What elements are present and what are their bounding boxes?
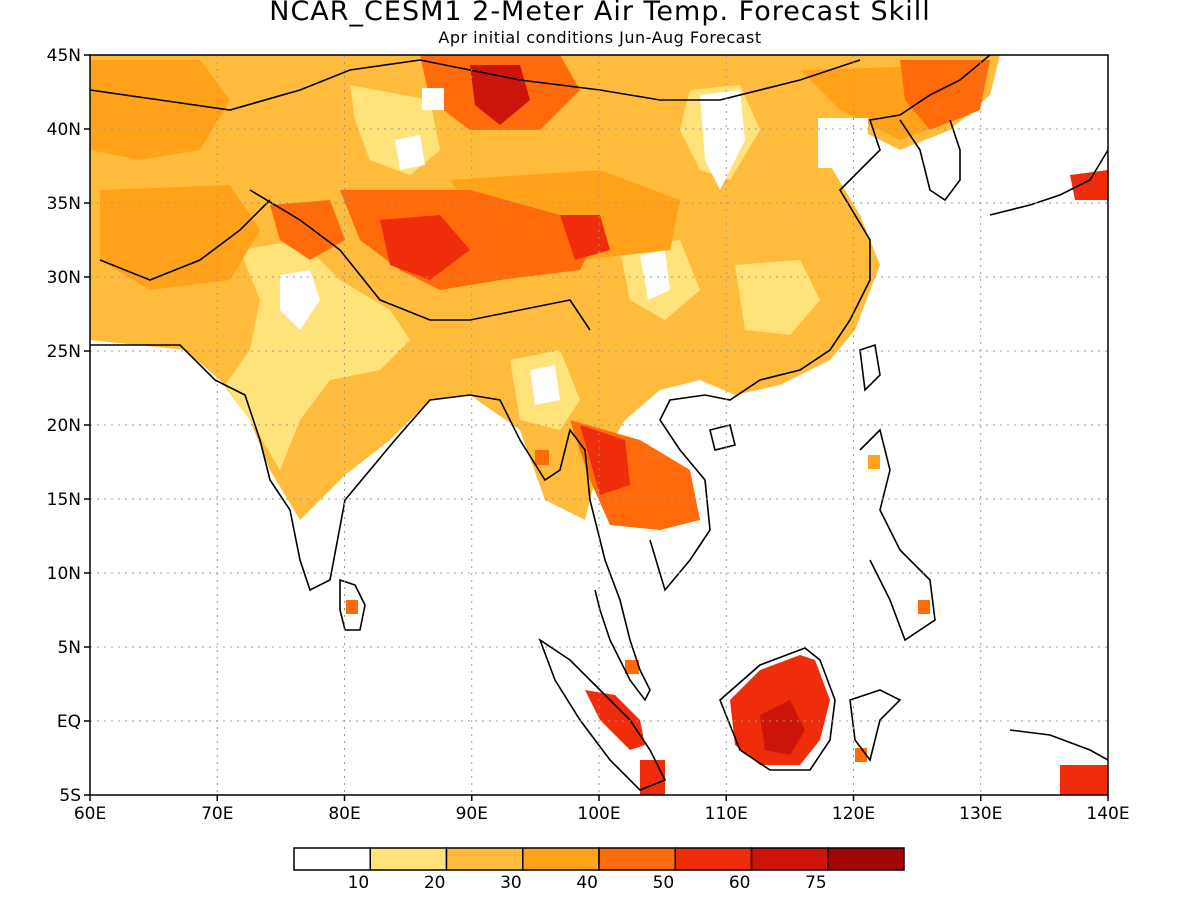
coast-asia-south [90,344,651,702]
skill-blank-north [422,88,444,110]
colorbar-swatch [827,847,905,871]
coast-philippines [859,428,936,642]
colorbar-label: 50 [653,873,675,893]
gridlines [90,55,1108,795]
skill-region-andaman [535,450,549,465]
colorbar-label: 30 [500,873,522,893]
lon-tick-label: 60E [74,804,106,824]
colorbar-swatch [293,847,371,871]
colorbar-label: 75 [805,873,827,893]
colorbar-label: 40 [576,873,598,893]
lat-tick-label: 10N [47,564,81,584]
skill-region-low-1 [225,240,410,470]
lat-tick-label: 40N [47,120,81,140]
lon-tick-label: 70E [201,804,233,824]
axis-ticks: 60E 70E 80E 90E 100E 110E 120E 130E 140E 45N 40N 35… [47,46,1130,824]
coast-taiwan [859,343,881,392]
skill-blank-korea [818,118,868,168]
skill-region-borneo-core [760,700,805,755]
coast-sumatra [538,637,667,791]
colorbar-swatch [598,847,676,871]
lon-tick-label: 140E [1086,804,1129,824]
lon-tick-label: 80E [328,804,360,824]
skill-region-core-2 [470,65,530,125]
skill-region-none-1 [280,270,320,330]
lat-tick-label: 35N [47,194,81,214]
lat-tick-label: 15N [47,490,81,510]
coast-srilanka [339,578,366,631]
coast-borneo [719,647,836,771]
map-subtitle: Apr initial conditions Jun-Aug Forecast [438,28,762,47]
colorbar-swatch [750,847,829,871]
colorbar-label: 10 [348,873,370,893]
lat-tick-label: 5S [59,786,81,806]
lon-tick-label: 130E [959,804,1002,824]
skill-region-core-4 [580,425,630,495]
skill-region-peninsula [625,660,639,674]
skill-region-luzon [868,455,880,469]
skill-region-low-5 [735,260,820,335]
coast-newguinea [1009,729,1108,761]
colorbar: 10 20 30 40 50 60 75 [293,847,905,893]
border-pakistan [99,199,271,281]
lon-tick-label: 110E [705,804,748,824]
skill-region-mindanao [918,600,930,614]
coast-korea [899,119,961,202]
skill-region-japan [1070,170,1108,200]
coastlines [90,55,1108,791]
lat-tick-label: 25N [47,342,81,362]
colorbar-swatch [445,847,524,871]
lat-tick-label: 20N [47,416,81,436]
colorbar-label: 20 [424,873,446,893]
lat-tick-label: 45N [47,46,81,66]
skill-region-asia [90,55,1000,520]
skill-region-sulawesi [855,748,867,762]
skill-region-mid-2 [100,185,260,290]
skill-region-none-4 [530,365,560,405]
map-title: NCAR_CESM1 2-Meter Air Temp. Forecast Sk… [269,0,931,27]
coast-indochina [649,55,991,592]
skill-region-mid-1 [90,60,230,160]
border-china-north [90,59,861,111]
skill-region-sumatra-south [640,760,665,795]
skill-shading [90,55,1108,795]
lon-tick-label: 120E [832,804,875,824]
lon-tick-label: 90E [456,804,488,824]
skill-region-high-3 [270,200,345,260]
lat-tick-label: 5N [57,638,81,658]
coast-hainan [709,424,736,451]
colorbar-swatch [674,847,753,871]
skill-region-core-1 [380,215,470,280]
lon-tick-label: 100E [577,804,620,824]
skill-region-srilanka [346,600,358,614]
skill-region-newguinea [1060,765,1108,795]
skill-region-core-3 [560,215,610,260]
skill-region-sumatra [585,690,645,750]
skill-region-none-2 [700,90,745,190]
coast-sulawesi [849,689,902,762]
colorbar-label: 60 [729,873,751,893]
skill-region-none-3 [640,250,670,300]
skill-region-high-5 [900,60,990,130]
lat-tick-label: 30N [47,268,81,288]
skill-region-none-5 [395,135,425,170]
colorbar-swatch [369,847,448,871]
border-himalaya [249,189,591,331]
colorbar-swatch [522,847,600,871]
lat-tick-label: EQ [57,712,81,732]
coast-japan [989,149,1108,216]
